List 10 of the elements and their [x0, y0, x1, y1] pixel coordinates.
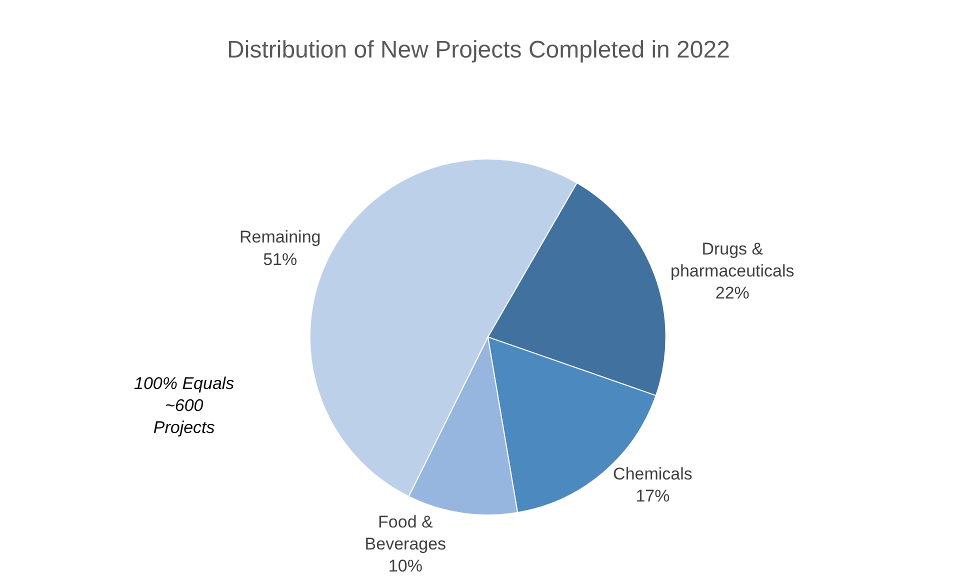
text: 100% Equals ~600 Projects: [134, 374, 235, 438]
data-label: 17%: [636, 486, 670, 506]
slice-label: Food & Beverages: [364, 512, 446, 554]
data-label: 22%: [715, 284, 750, 303]
slice-label: Drugs & pharmaceuticals: [670, 240, 794, 281]
chart-title: Distribution of New Projects Completed in 2022: [227, 36, 730, 64]
data-label: 51%: [263, 250, 298, 269]
data-label: 10%: [388, 556, 422, 576]
slice-label: Chemicals: [613, 464, 692, 484]
slice-label: Remaining: [239, 228, 321, 247]
